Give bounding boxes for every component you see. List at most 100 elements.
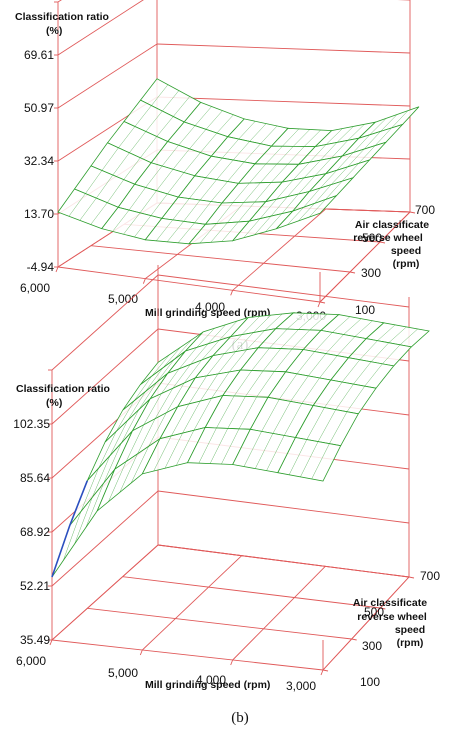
- surface-hatch: [260, 163, 277, 183]
- p0-y-tick-mark: [409, 211, 416, 214]
- surface-hatch: [391, 110, 409, 129]
- surface-hatch: [251, 348, 270, 371]
- z-tick-label: 102.35: [13, 417, 50, 431]
- surface-hatch: [243, 218, 261, 238]
- surface-hatch: [207, 324, 226, 344]
- y-axis-title-line: speed: [391, 245, 421, 257]
- surface-hatch: [271, 164, 288, 183]
- y-tick-label: 700: [420, 569, 440, 583]
- z-tick-label: 13.70: [24, 207, 54, 221]
- surface-hatch: [324, 381, 343, 408]
- surface-hatch: [325, 128, 343, 145]
- surface-hatch: [287, 313, 305, 330]
- surface-hatch: [303, 187, 321, 208]
- surface-hatch: [353, 361, 372, 385]
- surface-hatch: [241, 316, 260, 335]
- surface-hatch: [148, 412, 167, 447]
- surface-hatch: [154, 388, 173, 419]
- surface-hatch: [298, 175, 316, 195]
- surface-hatch: [388, 326, 407, 343]
- surface-hatch: [103, 443, 122, 484]
- surface-hatch: [98, 431, 117, 469]
- surface-hatch: [320, 170, 337, 189]
- x-tick-label: 5,000: [108, 666, 138, 680]
- surface-hatch: [301, 377, 320, 404]
- surface-hatch: [331, 140, 349, 159]
- surface-hatch: [211, 371, 230, 399]
- p0-x-tick-mark: [55, 266, 59, 273]
- surface-hatch: [253, 315, 272, 333]
- surface-hatch: [112, 209, 130, 232]
- surface-hatch: [205, 110, 223, 130]
- surface-hatch: [183, 152, 201, 173]
- p1-y-tick-mark: [380, 607, 386, 610]
- surface-hatch: [140, 136, 157, 158]
- surface-hatch: [309, 144, 327, 163]
- surface-hatch: [347, 124, 365, 141]
- surface-hatch: [92, 455, 111, 498]
- surface-hatch: [353, 134, 370, 153]
- surface-hatch: [194, 106, 212, 126]
- surface-hatch: [134, 105, 152, 127]
- surface-hatch: [210, 222, 228, 243]
- z-tick-label: 35.49: [20, 633, 50, 647]
- surface-hatch: [151, 354, 170, 377]
- surface-hatch: [151, 84, 169, 106]
- surface-hatch: [341, 163, 359, 182]
- surface-hatch: [194, 201, 212, 223]
- y-tick-label: 500: [362, 231, 382, 245]
- surface-hatch: [254, 216, 272, 235]
- surface-hatch: [354, 320, 373, 337]
- surface-hatch: [331, 166, 348, 185]
- surface-hatch: [177, 222, 195, 243]
- surface-hatch: [287, 177, 305, 197]
- surface-hatch: [266, 435, 285, 471]
- chart-panel-a: -4.94 13.70 32.34 50.97 69.61 Classification …: [15, 0, 435, 353]
- surface-hatch: [308, 353, 327, 376]
- surface-hatch: [264, 313, 283, 331]
- surface-hatch: [178, 347, 197, 369]
- surface-hatch: [249, 163, 267, 184]
- surface-hatch: [183, 359, 202, 384]
- surface-hatch: [243, 182, 261, 203]
- surface-hatch: [217, 351, 236, 375]
- surface-hatch: [309, 314, 328, 331]
- surface-hatch: [200, 179, 217, 201]
- surface-hatch: [101, 147, 119, 171]
- surface-hatch: [238, 396, 257, 429]
- x-tick-label: 3,000: [286, 679, 316, 693]
- surface-hatch: [229, 349, 248, 373]
- surface-hatch: [235, 332, 254, 352]
- surface-hatch: [138, 382, 157, 410]
- p0-y-tick-mark: [349, 271, 356, 274]
- z-tick-label: 69.61: [24, 48, 54, 62]
- p1-back-wall-gridline: [157, 490, 410, 524]
- surface-hatch: [112, 152, 130, 176]
- surface-hatch: [153, 435, 172, 472]
- surface-hatch: [196, 328, 215, 348]
- y-tick-label: 100: [355, 303, 375, 317]
- y-tick-label: 500: [364, 605, 384, 619]
- surface-hatch: [317, 409, 336, 442]
- surface-hatch: [123, 157, 141, 180]
- surface-hatch: [107, 179, 124, 203]
- surface-hatch: [314, 157, 332, 176]
- surface-hatch: [85, 483, 104, 528]
- surface-hatch: [227, 202, 244, 223]
- p0-x-tick-mark: [317, 301, 321, 308]
- y-axis-title-line: speed: [395, 624, 425, 636]
- surface-hatch: [221, 428, 240, 465]
- surface-hatch: [156, 116, 174, 137]
- surface-hatch: [125, 424, 144, 462]
- surface-hatch: [364, 131, 381, 150]
- p1-left-wall-gridline: [51, 328, 159, 425]
- surface-hatch: [216, 114, 234, 134]
- surface-hatch: [265, 213, 283, 232]
- surface-hatch: [303, 160, 321, 179]
- surface-hatch: [118, 126, 136, 148]
- surface-hatch: [216, 159, 234, 180]
- surface-hatch: [374, 127, 392, 146]
- surface-hatch: [133, 376, 152, 402]
- surface-hatch: [281, 193, 299, 214]
